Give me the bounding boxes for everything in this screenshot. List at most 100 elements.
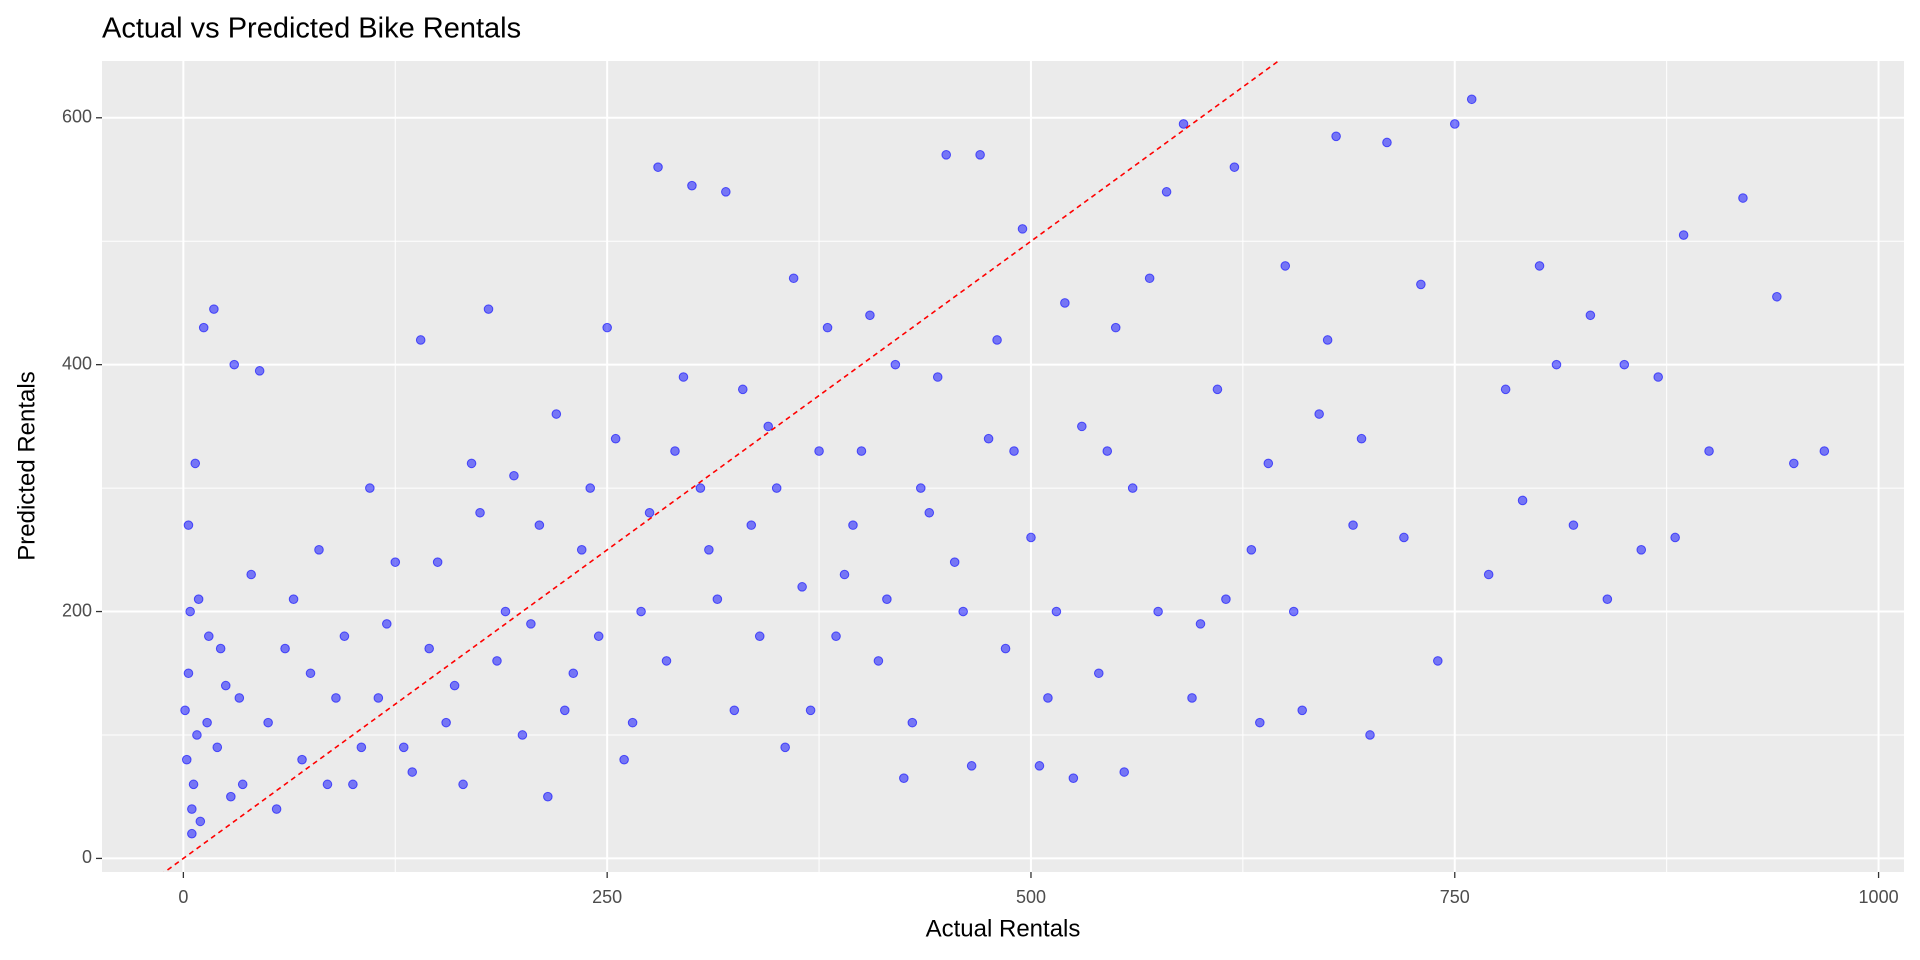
- point: [687, 180, 697, 191]
- point: [899, 773, 909, 783]
- point: [721, 187, 731, 197]
- point: [1670, 532, 1680, 543]
- point: [1517, 495, 1528, 506]
- point: [193, 594, 204, 604]
- point: [1178, 119, 1189, 129]
- reference-line: [163, 61, 1280, 872]
- point: [373, 693, 384, 703]
- point: [1026, 532, 1036, 543]
- point: [941, 150, 952, 160]
- point: [1738, 193, 1748, 203]
- point: [1187, 693, 1197, 703]
- point: [449, 680, 460, 691]
- point: [873, 656, 884, 666]
- point: [297, 754, 307, 765]
- point: [183, 668, 194, 679]
- point: [1093, 668, 1104, 679]
- y-axis-label: Predicted Rentals: [13, 371, 40, 560]
- point: [1365, 730, 1375, 740]
- point: [246, 569, 256, 580]
- x-tick-label: 250: [592, 887, 622, 907]
- point: [365, 483, 375, 493]
- point: [915, 483, 926, 493]
- point: [1551, 359, 1562, 370]
- point: [195, 816, 206, 827]
- point: [610, 433, 621, 444]
- point: [181, 754, 192, 765]
- point: [1060, 298, 1070, 308]
- point: [424, 643, 434, 654]
- point: [754, 631, 765, 642]
- point: [220, 680, 231, 691]
- point: [1297, 705, 1308, 716]
- point: [1331, 131, 1341, 142]
- point: [212, 742, 223, 753]
- point: [187, 804, 197, 814]
- point: [203, 631, 214, 642]
- point: [187, 828, 197, 839]
- point: [865, 310, 875, 321]
- point: [1195, 619, 1206, 629]
- point: [848, 520, 858, 530]
- point: [1348, 520, 1358, 530]
- point: [288, 594, 299, 604]
- point: [1288, 606, 1299, 617]
- point: [534, 520, 545, 530]
- point: [729, 705, 740, 716]
- point: [814, 446, 824, 456]
- point: [780, 742, 790, 753]
- point: [466, 458, 477, 469]
- point: [215, 643, 226, 654]
- point: [932, 372, 943, 382]
- point: [661, 656, 672, 666]
- point: [882, 594, 892, 604]
- point: [271, 804, 282, 814]
- point: [1263, 458, 1274, 469]
- point: [771, 483, 782, 493]
- point: [1246, 545, 1257, 555]
- point: [1068, 773, 1079, 783]
- point: [1356, 433, 1367, 444]
- point: [475, 507, 485, 518]
- point: [183, 520, 194, 530]
- point: [559, 705, 570, 716]
- point: [517, 730, 528, 740]
- point: [331, 693, 341, 703]
- plot-area: [163, 61, 1830, 872]
- point: [1212, 384, 1223, 395]
- point: [1585, 310, 1596, 321]
- x-axis-label: Actual Rentals: [926, 915, 1081, 942]
- grid: [102, 61, 1904, 872]
- point: [254, 366, 265, 376]
- y-tick-label: 600: [62, 107, 92, 127]
- point: [797, 582, 807, 592]
- point: [398, 742, 409, 753]
- point: [737, 384, 748, 395]
- point: [390, 557, 401, 567]
- point: [226, 791, 236, 802]
- point: [458, 779, 468, 790]
- y-tick-label: 0: [82, 847, 92, 867]
- point: [763, 421, 774, 432]
- point: [1789, 458, 1799, 469]
- point: [1382, 137, 1392, 148]
- point: [1229, 162, 1240, 172]
- point: [1127, 483, 1138, 493]
- panel: [102, 61, 1904, 872]
- point: [1819, 446, 1830, 456]
- point: [509, 470, 519, 481]
- point: [831, 631, 841, 642]
- point: [441, 717, 451, 728]
- point: [653, 162, 663, 172]
- point: [822, 322, 833, 333]
- point: [907, 717, 918, 728]
- point: [1483, 569, 1494, 580]
- x-tick-label: 750: [1440, 887, 1470, 907]
- point: [636, 606, 646, 617]
- point: [644, 507, 655, 518]
- point: [1017, 224, 1028, 234]
- point: [1043, 693, 1053, 703]
- point: [1449, 119, 1460, 129]
- point: [958, 606, 968, 617]
